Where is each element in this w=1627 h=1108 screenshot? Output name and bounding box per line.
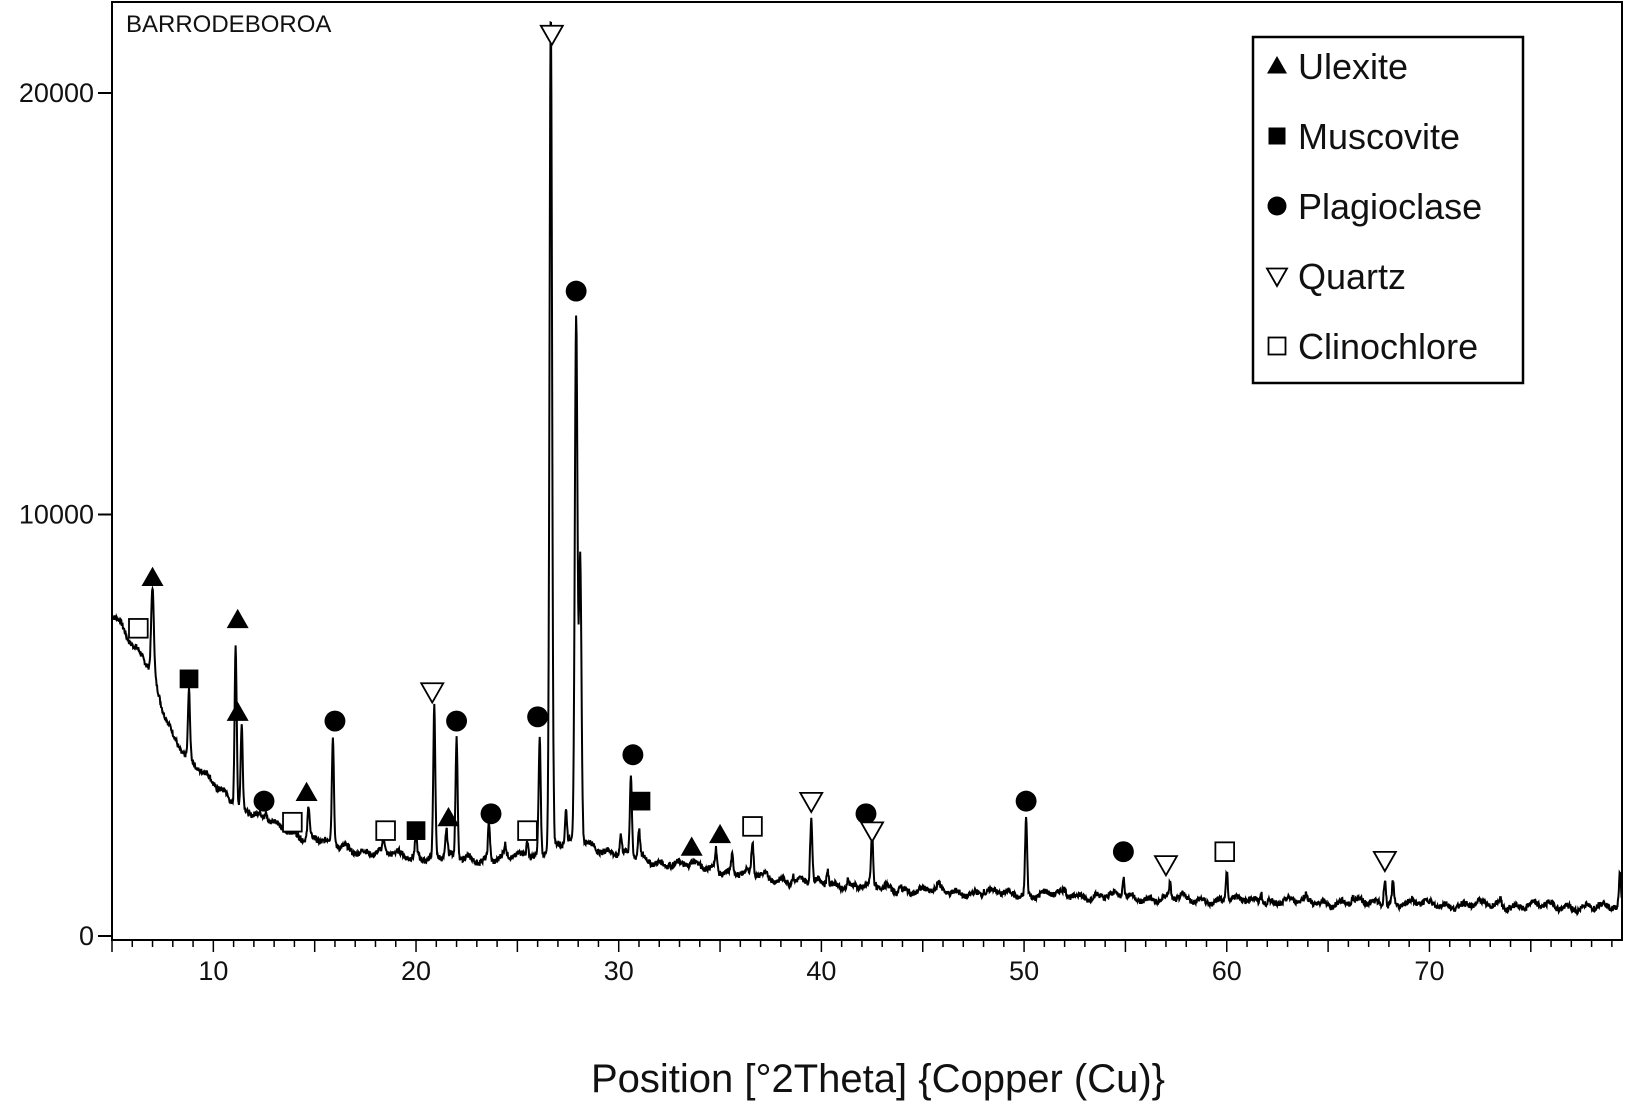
muscovite-legend-icon [1268,127,1286,145]
x-tick-label: 60 [1212,956,1242,986]
y-axis: 0 10000 20000 [19,78,112,951]
muscovite-marker [179,669,199,689]
ulexite-marker [226,608,249,629]
x-axis: 10 20 30 40 50 60 70 [111,940,1613,986]
quartz-marker [539,24,565,47]
legend-label: Muscovite [1298,116,1460,157]
y-tick-label: 0 [79,921,94,951]
plagioclase-marker [1112,841,1134,863]
plagioclase-marker [622,744,644,766]
x-tick-label: 40 [806,956,836,986]
quartz-marker [1372,850,1398,873]
diffraction-pattern-line [111,20,1623,917]
quartz-marker [798,791,824,814]
y-tick-label: 20000 [19,78,94,108]
quartz-marker [859,821,885,844]
x-axis-title: Position [°2Theta] {Copper (Cu)} [591,1057,1165,1101]
x-tick-label: 30 [604,956,634,986]
quartz-marker [1153,855,1179,878]
legend-box [1251,35,1525,385]
plagioclase-marker [324,710,346,732]
plagioclase-marker [565,280,587,302]
ulexite-marker [295,781,318,801]
x-tick-label: 70 [1414,956,1444,986]
ulexite-marker [437,806,460,827]
sample-label: BARRODEBOROA [126,11,331,38]
clinochlore-marker [375,820,396,841]
ulexite-marker [680,836,703,856]
plagioclase-marker [446,710,468,732]
plagioclase-marker [480,803,502,825]
plagioclase-marker [527,706,549,728]
plagioclase-marker [253,790,275,812]
plagioclase-marker [855,803,877,825]
plagioclase-marker [1015,790,1037,812]
ulexite-marker [141,566,164,586]
legend-label: Plagioclase [1298,186,1482,227]
clinochlore-marker [282,811,303,833]
x-tick-label: 10 [198,956,228,986]
legend-label: Ulexite [1298,46,1408,87]
muscovite-marker [631,791,651,811]
legend-label: Quartz [1298,256,1406,297]
ulexite-marker [709,823,732,844]
ulexite-legend-icon [1267,56,1287,74]
quartz-marker [419,682,445,705]
clinochlore-legend-icon [1267,336,1287,356]
phase-markers [128,24,1398,878]
muscovite-marker [406,821,426,840]
legend: Ulexite Muscovite Plagioclase Quartz Clinoch… [1251,35,1525,385]
legend-label: Clinochlore [1298,326,1478,367]
x-tick-label: 20 [401,956,431,986]
quartz-legend-icon [1265,267,1289,288]
clinochlore-marker [128,618,149,639]
ulexite-marker [226,701,249,721]
x-tick-label: 50 [1009,956,1039,986]
y-tick-label: 10000 [19,500,94,530]
clinochlore-marker [517,820,538,841]
clinochlore-marker [742,816,763,837]
plot-frame [111,1,1623,941]
plagioclase-legend-icon [1267,196,1287,216]
clinochlore-marker [1214,841,1235,862]
